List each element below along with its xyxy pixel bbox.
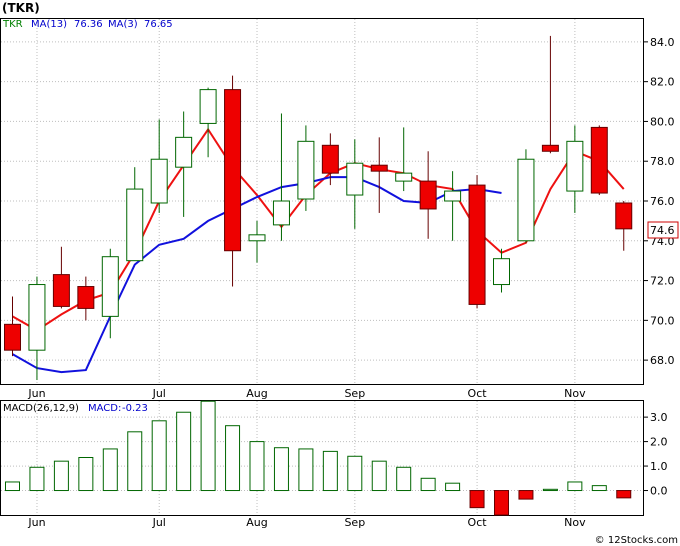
price-month-label: Oct — [468, 387, 488, 400]
price-tick-label: 68.0 — [650, 354, 675, 367]
macd-bar-positive — [396, 466, 412, 492]
price-month-label: Jul — [152, 387, 166, 400]
candle-body-up — [395, 172, 413, 182]
macd-bar-positive — [5, 481, 20, 492]
chart-title: (TKR) — [2, 1, 40, 15]
macd-bar-positive — [249, 441, 265, 492]
legend-ma3-value: 76.65 — [144, 19, 173, 30]
price-month-label: Jun — [27, 387, 45, 400]
macd-bar-negative — [616, 490, 632, 499]
candle-body-down — [370, 164, 388, 172]
legend-ma13-value: 76.36 — [74, 19, 103, 30]
candle-body-down — [52, 274, 70, 307]
candle-body-down — [615, 202, 633, 230]
candle-body-up — [297, 140, 315, 200]
macd-month-label: Jun — [27, 516, 45, 529]
macd-bar-positive — [225, 425, 241, 492]
macd-bar-positive — [567, 481, 583, 492]
macd-legend-label: MACD: — [88, 403, 121, 414]
candle-body-down — [321, 144, 339, 174]
price-tick-label: 84.0 — [650, 36, 675, 49]
candle-body-up — [199, 89, 217, 124]
last-price-box — [647, 221, 679, 239]
macd-month-label: Jul — [152, 516, 166, 529]
price-x-axis: Jun Jul Aug Sep Oct Nov — [27, 387, 586, 400]
candle-body-up — [150, 158, 168, 204]
macd-bar-positive — [200, 400, 216, 492]
macd-legend-value: -0.23 — [122, 403, 148, 414]
macd-bar-positive — [78, 457, 94, 492]
macd-tick-label: 1.0 — [650, 460, 668, 473]
price-tick-label: 76.0 — [650, 195, 675, 208]
candle-body-up — [248, 234, 266, 242]
macd-bar-positive — [347, 455, 363, 492]
candle-body-up — [101, 256, 119, 317]
candlesticks — [4, 35, 633, 381]
price-tick-label: 82.0 — [650, 76, 675, 89]
macd-bar-positive — [151, 420, 167, 492]
last-price-label: 74.6 — [650, 224, 675, 237]
macd-y-axis: 3.0 2.0 1.0 0.0 — [643, 411, 668, 498]
legend-ticker: TKR — [2, 19, 23, 30]
candle-body-up — [517, 158, 535, 242]
price-month-label: Aug — [246, 387, 267, 400]
macd-bar-negative — [518, 490, 534, 500]
legend-ma13-label: MA(13) — [31, 19, 67, 30]
macd-month-label: Sep — [344, 516, 365, 529]
price-tick-label: 80.0 — [650, 115, 675, 128]
macd-bar-positive — [445, 482, 461, 492]
macd-bar-positive — [273, 447, 289, 492]
macd-bar-positive — [591, 485, 607, 492]
macd-bar-positive — [176, 411, 192, 492]
legend-ma3-label: MA(3) — [108, 19, 138, 30]
macd-bar-negative — [494, 490, 509, 516]
macd-bar-negative — [469, 490, 485, 509]
macd-month-label: Aug — [246, 516, 267, 529]
candle-body-up — [28, 284, 46, 351]
price-y-axis: 84.082.080.078.076.074.072.070.068.0 — [643, 36, 675, 367]
candle-body-up — [493, 258, 510, 286]
candle-body-down — [419, 180, 437, 210]
macd-bar-positive — [420, 477, 436, 492]
price-vertical-gridlines — [36, 19, 576, 384]
macd-bar-positive — [542, 488, 558, 492]
macd-panel — [0, 400, 644, 516]
macd-tick-label: 2.0 — [650, 436, 668, 449]
candle-body-down — [541, 144, 559, 152]
candle-body-up — [346, 162, 364, 196]
macd-x-axis: Jun Jul Aug Sep Oct Nov — [27, 516, 586, 529]
macd-month-label: Oct — [468, 516, 488, 529]
price-month-label: Nov — [564, 387, 586, 400]
macd-bar-positive — [298, 448, 314, 492]
candle-body-down — [224, 89, 242, 252]
macd-bar-positive — [29, 466, 45, 492]
candle-body-up — [126, 188, 144, 262]
macd-bar-positive — [53, 460, 69, 492]
price-tick-label: 70.0 — [650, 314, 675, 327]
price-tick-label: 78.0 — [650, 155, 675, 168]
macd-title: MACD(26,12,9) — [3, 403, 79, 414]
price-month-label: Sep — [344, 387, 365, 400]
macd-tick-label: 0.0 — [650, 485, 668, 498]
candle-body-down — [468, 184, 486, 305]
price-tick-label: 72.0 — [650, 275, 675, 288]
candle-body-down — [77, 286, 95, 309]
candle-body-down — [4, 323, 21, 351]
macd-bar-positive — [322, 450, 338, 492]
macd-bar-positive — [127, 431, 143, 492]
candle-body-down — [590, 126, 608, 194]
macd-bar-positive — [102, 448, 118, 492]
watermark: © 12Stocks.com — [595, 535, 678, 546]
macd-histogram — [5, 400, 632, 516]
candle-body-up — [566, 140, 584, 192]
macd-bar-positive — [371, 460, 387, 492]
candle-body-up — [272, 200, 290, 226]
candle-body-up — [175, 136, 193, 168]
macd-gridlines — [1, 416, 643, 492]
macd-tick-label: 3.0 — [650, 411, 668, 424]
candle-body-up — [444, 190, 462, 202]
macd-month-label: Nov — [564, 516, 586, 529]
